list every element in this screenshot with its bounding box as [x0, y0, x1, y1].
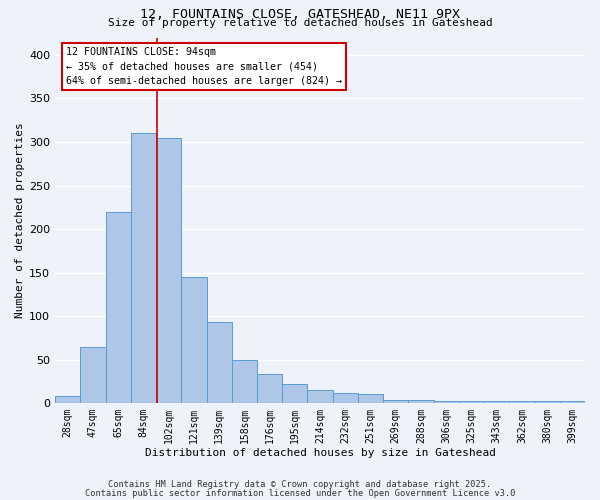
Bar [106, 212, 131, 403]
Text: 12, FOUNTAINS CLOSE, GATESHEAD, NE11 9PX: 12, FOUNTAINS CLOSE, GATESHEAD, NE11 9PX [140, 8, 460, 20]
Bar [560, 400, 585, 403]
Bar [358, 394, 383, 403]
Bar [434, 400, 459, 403]
Bar [509, 400, 535, 403]
Bar [484, 400, 509, 403]
Bar [282, 384, 307, 403]
Bar [181, 277, 206, 403]
Bar [535, 400, 560, 403]
Bar [206, 322, 232, 403]
Bar [307, 390, 332, 403]
Bar [257, 374, 282, 403]
Bar [383, 400, 409, 403]
Text: Size of property relative to detached houses in Gateshead: Size of property relative to detached ho… [107, 18, 493, 28]
Text: Contains public sector information licensed under the Open Government Licence v3: Contains public sector information licen… [85, 488, 515, 498]
Bar [55, 396, 80, 403]
Bar [232, 360, 257, 403]
Bar [131, 134, 156, 403]
Y-axis label: Number of detached properties: Number of detached properties [15, 122, 25, 318]
Bar [332, 393, 358, 403]
Text: Contains HM Land Registry data © Crown copyright and database right 2025.: Contains HM Land Registry data © Crown c… [109, 480, 491, 489]
Bar [459, 402, 484, 403]
Bar [80, 346, 106, 403]
Text: 12 FOUNTAINS CLOSE: 94sqm
← 35% of detached houses are smaller (454)
64% of semi: 12 FOUNTAINS CLOSE: 94sqm ← 35% of detac… [66, 46, 342, 86]
Bar [409, 400, 434, 403]
Bar [156, 138, 181, 403]
X-axis label: Distribution of detached houses by size in Gateshead: Distribution of detached houses by size … [145, 448, 496, 458]
